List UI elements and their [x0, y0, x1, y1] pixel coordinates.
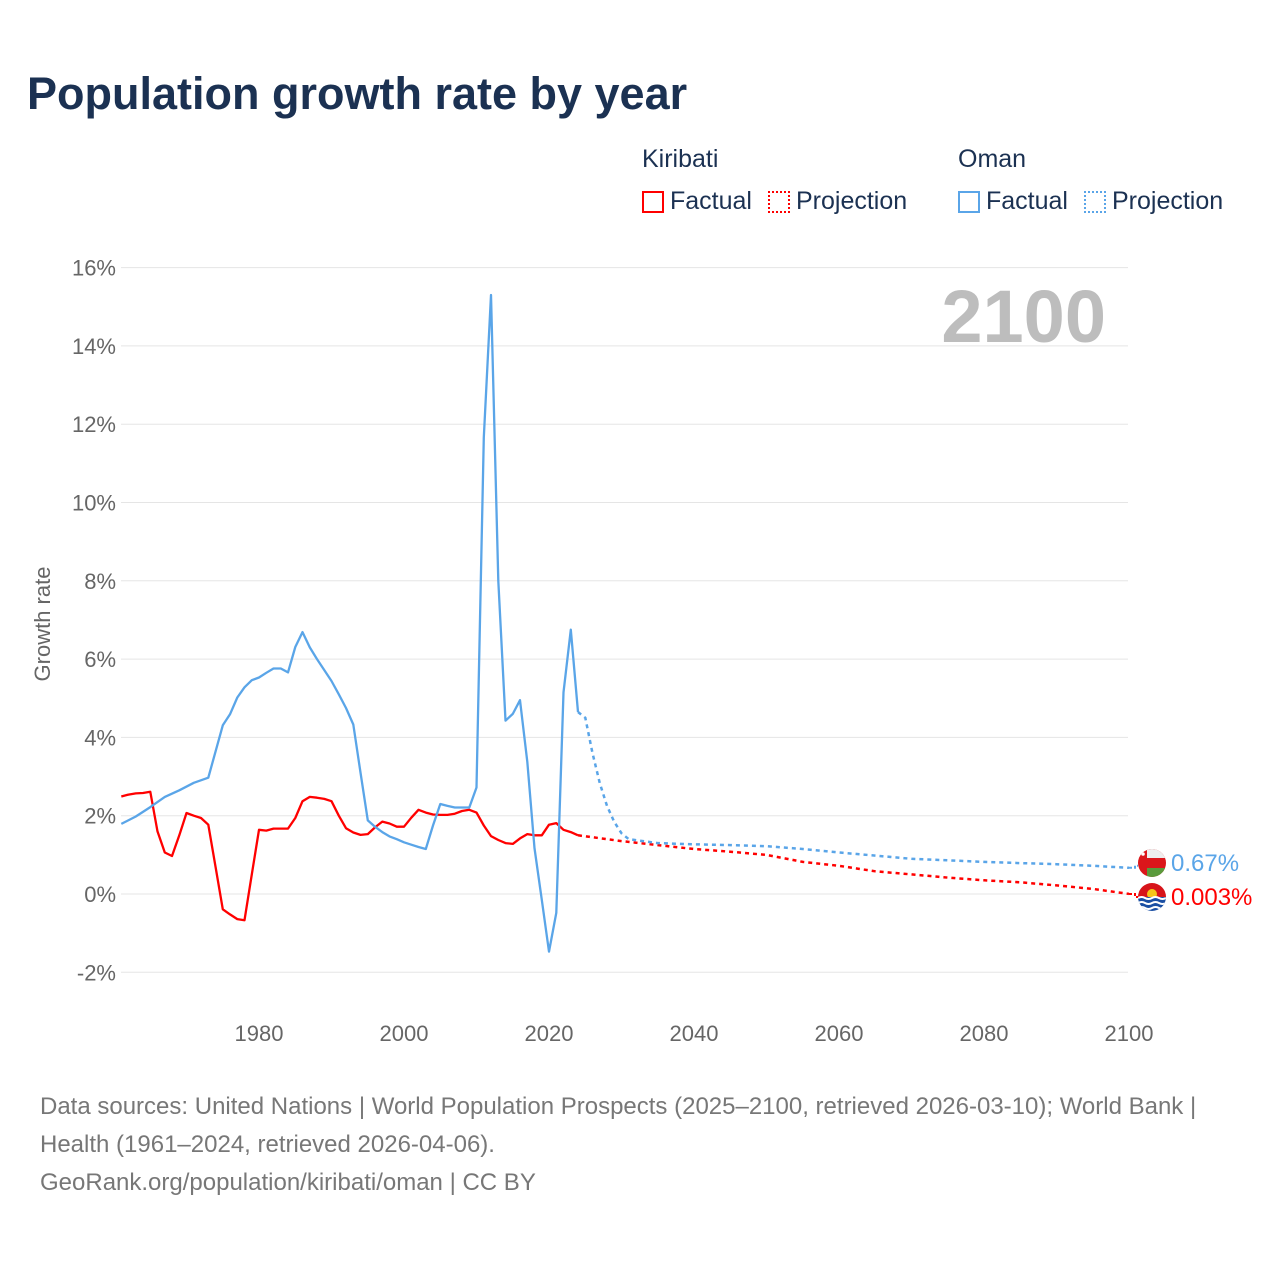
flag-green [1147, 868, 1166, 877]
legend-label: Factual [670, 187, 752, 215]
y-tick-label: 6% [84, 647, 116, 672]
flag-wave [1138, 906, 1166, 910]
legend-label: Factual [986, 187, 1068, 215]
end-label-kiribati: 0.003% [1171, 884, 1252, 911]
x-tick-label: 2000 [380, 1021, 429, 1046]
legend-item-oman-projection[interactable]: Projection [1083, 187, 1224, 216]
y-tick-label: 14% [72, 334, 116, 359]
series-line-oman-projection [577, 711, 1130, 870]
x-tick-label: 2080 [960, 1021, 1009, 1046]
y-tick-label: -2% [77, 960, 116, 985]
y-axis-label: Growth rate [30, 567, 55, 682]
y-tick-label: 10% [72, 491, 116, 516]
x-tick-label: 2040 [670, 1021, 719, 1046]
y-tick-label: 16% [72, 256, 116, 281]
y-tick-label: 0% [84, 882, 116, 907]
x-tick-label: 2100 [1105, 1021, 1154, 1046]
chart-title: Population growth rate by year [27, 68, 688, 119]
flag-white [1147, 849, 1166, 858]
y-tick-label: 2% [84, 804, 116, 829]
series-line-kiribati-projection [577, 834, 1130, 896]
end-label-oman: 0.67% [1171, 850, 1239, 877]
oman-flag-icon [1138, 849, 1166, 877]
flag-wave [1138, 901, 1166, 905]
year-watermark: 2100 [941, 275, 1106, 358]
series-line-kiribati-factual [121, 790, 579, 922]
flag-emblem [1141, 852, 1145, 856]
legend-group-name: Kiribati [642, 145, 719, 173]
legend-label: Projection [1111, 187, 1224, 215]
y-tick-label: 12% [72, 412, 116, 437]
flag-body [1138, 883, 1166, 911]
legend-group-oman: Oman Factual Projection [958, 145, 1223, 216]
credit-link[interactable]: GeoRank.org/population/kiribati/oman | C… [40, 1169, 536, 1196]
data-sources: Data sources: United Nations | World Pop… [40, 1093, 1197, 1158]
y-tick-label: 8% [84, 569, 116, 594]
x-tick-label: 2020 [525, 1021, 574, 1046]
flag-wave [1138, 896, 1166, 900]
connector-oman [1129, 864, 1138, 869]
series-line-oman-factual [120, 293, 580, 953]
footer: Data sources: United Nations | World Pop… [40, 1088, 1240, 1202]
legend-swatch-solid [958, 190, 980, 213]
legend-label: Projection [795, 187, 908, 215]
legend-item-kiribati-projection[interactable]: Projection [767, 187, 908, 216]
legend-group-name: Oman [958, 145, 1027, 173]
y-tick-label: 4% [84, 725, 116, 750]
legend-swatch-solid [642, 190, 664, 213]
kiribati-flag-icon [1138, 883, 1166, 911]
connector-kiribati [1129, 893, 1138, 898]
x-tick-label: 1980 [235, 1021, 284, 1046]
flag-body [1138, 849, 1166, 877]
legend-item-oman-factual[interactable]: Factual [958, 187, 1068, 216]
legend-group-kiribati: Kiribati Factual Projection [642, 145, 907, 216]
legend-swatch-dotted [767, 190, 790, 213]
x-tick-label: 2060 [815, 1021, 864, 1046]
legend-item-kiribati-factual[interactable]: Factual [642, 187, 752, 216]
legend-swatch-dotted [1083, 190, 1106, 213]
